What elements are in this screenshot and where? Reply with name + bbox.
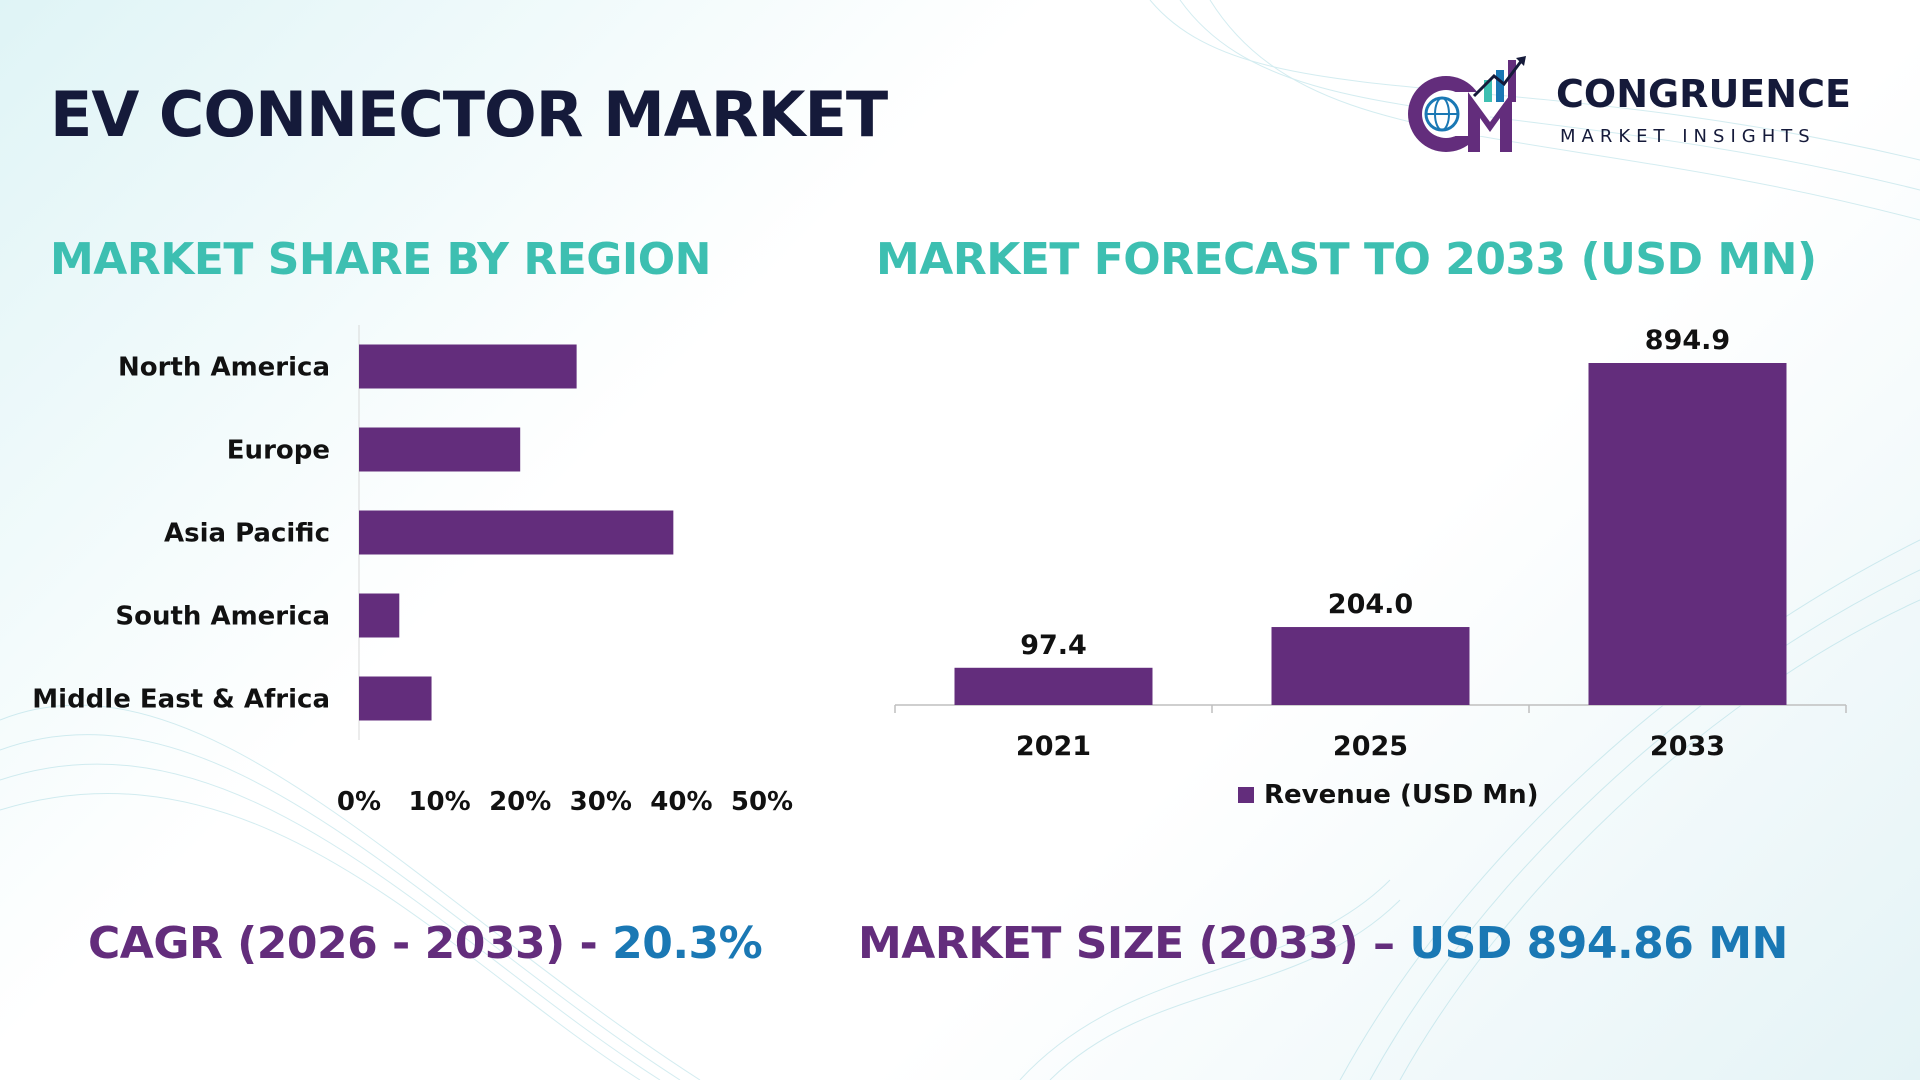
market-size-stat: MARKET SIZE (2033) – USD 894.86 MN: [858, 918, 1788, 969]
share-category-label: Asia Pacific: [164, 519, 330, 549]
legend-label: Revenue (USD Mn): [1264, 780, 1539, 810]
share-category-label: Europe: [227, 436, 330, 466]
share-chart-title: MARKET SHARE BY REGION: [50, 234, 712, 285]
share-bar: [359, 427, 521, 472]
share-tick-label: 50%: [731, 787, 793, 817]
forecast-data-label: 97.4: [1020, 630, 1087, 661]
share-tick-label: 40%: [650, 787, 712, 817]
legend-swatch: [1238, 787, 1254, 803]
share-tick-label: 0%: [337, 787, 381, 817]
share-bar: [359, 593, 400, 638]
logo-name: CONGRUENCE: [1556, 72, 1851, 116]
share-category-label: North America: [118, 353, 330, 383]
forecast-category-label: 2033: [1650, 731, 1725, 762]
forecast-data-label: 894.9: [1645, 325, 1730, 356]
forecast-bar: [954, 667, 1153, 705]
logo-tagline: MARKET INSIGHTS: [1560, 126, 1816, 147]
cagr-label: CAGR (2026 - 2033) -: [88, 918, 613, 969]
market-size-label: MARKET SIZE (2033) –: [858, 918, 1410, 969]
forecast-category-label: 2025: [1333, 731, 1408, 762]
forecast-legend: Revenue (USD Mn): [1238, 780, 1539, 810]
forecast-bar: [1271, 627, 1470, 705]
share-category-label: South America: [115, 602, 330, 632]
share-bar: [359, 676, 432, 721]
logo-mark: [1408, 56, 1526, 152]
share-bar: [359, 344, 577, 389]
cagr-value: 20.3%: [612, 918, 763, 969]
share-category-label: Middle East & Africa: [32, 685, 330, 715]
forecast-chart-title: MARKET FORECAST TO 2033 (USD MN): [876, 234, 1817, 285]
share-tick-label: 20%: [489, 787, 551, 817]
market-size-value: USD 894.86 MN: [1409, 918, 1788, 969]
share-tick-label: 10%: [408, 787, 470, 817]
share-bar: [359, 510, 674, 555]
forecast-category-label: 2021: [1016, 731, 1091, 762]
page-title: EV CONNECTOR MARKET: [50, 78, 888, 151]
share-tick-label: 30%: [570, 787, 632, 817]
cagr-stat: CAGR (2026 - 2033) - 20.3%: [88, 918, 763, 969]
forecast-bar: [1588, 363, 1787, 705]
forecast-data-label: 204.0: [1328, 589, 1413, 620]
company-logo: CONGRUENCE MARKET INSIGHTS: [1398, 52, 1868, 162]
